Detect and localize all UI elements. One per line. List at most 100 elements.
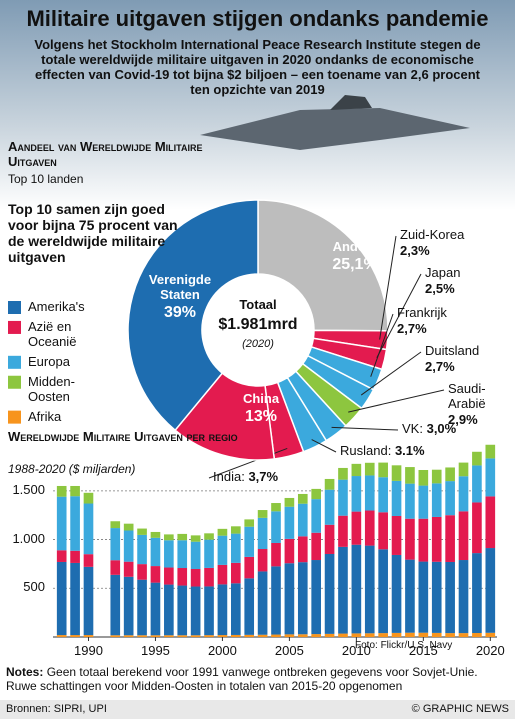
bar-segment bbox=[391, 632, 402, 637]
slice-name: Saudi-Arabië bbox=[448, 381, 486, 411]
subtitle: Volgens het Stockholm International Peac… bbox=[34, 37, 481, 97]
bar-segment bbox=[351, 633, 362, 637]
bar-segment bbox=[230, 634, 241, 637]
bar-segment bbox=[271, 542, 281, 567]
donut-subtitle: Top 10 landen bbox=[8, 172, 84, 186]
bar-segment bbox=[190, 541, 201, 569]
bar-segment bbox=[445, 481, 455, 516]
notes-text: Geen totaal berekend voor 1991 vanwege o… bbox=[6, 665, 478, 693]
bar-segment bbox=[351, 476, 362, 512]
leader-line bbox=[348, 389, 445, 413]
slice-name: Duitsland bbox=[425, 343, 480, 358]
bar-segment bbox=[297, 634, 308, 637]
legend-label: Afrika bbox=[28, 408, 62, 424]
bar-segment bbox=[204, 635, 214, 637]
bar-segment bbox=[431, 516, 442, 562]
slice-value: 3,0% bbox=[426, 421, 457, 436]
bar-subtitle: 1988-2020 ($ miljarden) bbox=[8, 462, 136, 476]
bar-segment bbox=[271, 634, 281, 637]
bar-segment bbox=[217, 584, 228, 636]
bar-segment bbox=[244, 526, 255, 557]
bar-segment bbox=[150, 635, 161, 637]
bar-segment bbox=[458, 633, 469, 637]
bar-segment bbox=[70, 550, 80, 563]
bar-segment bbox=[150, 582, 161, 636]
slice-name: Andere bbox=[332, 239, 378, 254]
bar-segment bbox=[311, 488, 322, 500]
bar-segment bbox=[391, 480, 402, 516]
bar-segment bbox=[110, 528, 121, 561]
bar-segment bbox=[351, 463, 362, 477]
leader-line bbox=[376, 273, 422, 358]
x-tick-label: 2005 bbox=[274, 643, 304, 658]
bar-segment bbox=[56, 550, 67, 562]
bar-segment bbox=[56, 485, 67, 497]
bar-segment bbox=[244, 578, 255, 635]
legend-swatch bbox=[8, 301, 21, 314]
x-tick-label: 1990 bbox=[74, 643, 103, 658]
bar-segment bbox=[391, 465, 402, 481]
jet-photo bbox=[200, 108, 470, 150]
bar-segment bbox=[230, 533, 241, 563]
bar-segment bbox=[56, 561, 67, 636]
legend-label: Europa bbox=[28, 353, 70, 369]
slice-value: 2,9% bbox=[448, 411, 478, 427]
bar-segment bbox=[378, 633, 388, 637]
legend-swatch bbox=[8, 375, 21, 389]
bar-segment bbox=[164, 567, 174, 585]
leader-line bbox=[311, 439, 337, 453]
bar-segment bbox=[70, 496, 80, 551]
bar-segment bbox=[190, 568, 201, 587]
bar-segment bbox=[271, 566, 281, 635]
bar-segment bbox=[83, 635, 94, 637]
bar-segment bbox=[472, 451, 482, 466]
bar-segment bbox=[56, 496, 67, 551]
leader-line bbox=[370, 313, 394, 377]
bar-segment bbox=[83, 503, 94, 555]
slice-name: Rusland bbox=[340, 443, 391, 458]
bar-segment bbox=[164, 534, 174, 541]
bar-segment bbox=[324, 524, 335, 554]
bar-segment bbox=[217, 564, 228, 585]
slice-value: 2,7% bbox=[425, 358, 455, 374]
bar-segment bbox=[137, 579, 147, 636]
bar-segment bbox=[431, 632, 442, 637]
bar-segment bbox=[137, 635, 147, 637]
leader-line bbox=[331, 426, 399, 431]
bar-segment bbox=[150, 537, 161, 567]
bar-segment bbox=[485, 632, 496, 637]
bar-segment bbox=[177, 540, 188, 569]
legend-swatch bbox=[8, 320, 21, 334]
bar-segment bbox=[123, 530, 134, 562]
bar-segment bbox=[217, 635, 228, 637]
bar-segment bbox=[364, 475, 375, 511]
bar-segment bbox=[338, 633, 348, 637]
bar-segment bbox=[177, 635, 188, 637]
bar-segment bbox=[83, 492, 94, 504]
donut-annotation: Top 10 samen zijn goed voor bijna 75 pro… bbox=[8, 201, 178, 266]
bar-segment bbox=[485, 458, 496, 497]
bar-segment bbox=[311, 634, 322, 637]
slice-label: Rusland 3.1% bbox=[340, 443, 425, 459]
bar-segment bbox=[83, 566, 94, 636]
y-tick-label: 500 bbox=[23, 579, 45, 595]
credit: © GRAPHIC NEWS bbox=[411, 703, 509, 715]
bar-segment bbox=[204, 567, 214, 587]
y-tick-label: 1.000 bbox=[12, 530, 45, 546]
bar-segment bbox=[190, 535, 201, 542]
photo-background bbox=[0, 0, 515, 210]
bar-segment bbox=[164, 635, 174, 637]
bar-segment bbox=[110, 574, 121, 636]
bar-segment bbox=[445, 515, 455, 562]
bar-segment bbox=[351, 511, 362, 545]
bar-segment bbox=[338, 515, 348, 547]
donut-slice bbox=[127, 199, 259, 432]
bar-segment bbox=[364, 462, 375, 476]
bar-segment bbox=[177, 568, 188, 586]
bar-segment bbox=[150, 531, 161, 538]
leader-line bbox=[379, 235, 397, 340]
bar-segment bbox=[485, 444, 496, 459]
bar-segment bbox=[257, 549, 268, 572]
